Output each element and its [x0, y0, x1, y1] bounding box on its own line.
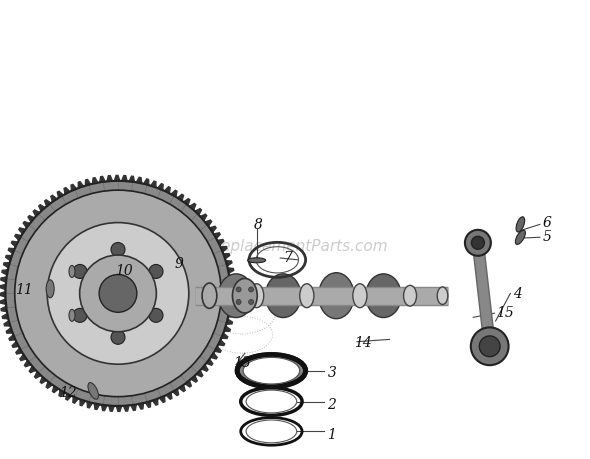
Ellipse shape — [300, 284, 314, 308]
Text: 11: 11 — [15, 282, 32, 296]
Circle shape — [47, 223, 189, 364]
Text: 13: 13 — [233, 356, 251, 369]
Ellipse shape — [69, 310, 75, 322]
Text: 3: 3 — [327, 365, 336, 379]
Ellipse shape — [516, 217, 525, 233]
Ellipse shape — [218, 274, 254, 318]
Circle shape — [100, 275, 106, 282]
Circle shape — [471, 328, 509, 365]
Text: 12: 12 — [59, 386, 77, 399]
Ellipse shape — [243, 358, 300, 384]
Circle shape — [248, 287, 254, 292]
Circle shape — [80, 256, 156, 332]
Ellipse shape — [266, 274, 301, 318]
Ellipse shape — [353, 284, 367, 308]
Wedge shape — [5, 181, 231, 406]
Text: 7: 7 — [283, 250, 292, 264]
Circle shape — [479, 336, 500, 357]
Ellipse shape — [46, 280, 54, 298]
Text: 15: 15 — [496, 305, 513, 319]
Text: 5: 5 — [543, 230, 552, 243]
Ellipse shape — [237, 355, 306, 387]
Text: 6: 6 — [543, 216, 552, 230]
Text: eReplacementParts.com: eReplacementParts.com — [202, 238, 388, 253]
Text: 10: 10 — [115, 264, 133, 278]
Ellipse shape — [248, 258, 266, 263]
Circle shape — [236, 300, 241, 305]
Circle shape — [99, 275, 137, 313]
Ellipse shape — [203, 285, 216, 307]
Ellipse shape — [515, 230, 526, 245]
Text: 8: 8 — [254, 218, 263, 232]
Circle shape — [73, 265, 87, 279]
Circle shape — [248, 300, 254, 305]
Circle shape — [100, 305, 106, 312]
Ellipse shape — [88, 383, 99, 399]
Circle shape — [130, 275, 136, 282]
Ellipse shape — [366, 274, 401, 318]
Text: 2: 2 — [327, 397, 336, 411]
Circle shape — [149, 265, 163, 279]
Circle shape — [111, 243, 125, 257]
Circle shape — [111, 330, 125, 345]
Circle shape — [471, 237, 484, 250]
Ellipse shape — [437, 287, 448, 305]
Polygon shape — [0, 176, 236, 412]
Text: 9: 9 — [174, 257, 183, 271]
Text: 4: 4 — [513, 287, 522, 301]
Circle shape — [73, 308, 87, 323]
Ellipse shape — [319, 273, 354, 319]
Ellipse shape — [69, 266, 75, 278]
Circle shape — [465, 230, 491, 256]
Ellipse shape — [404, 285, 417, 307]
Circle shape — [236, 287, 241, 292]
Ellipse shape — [202, 283, 217, 309]
Text: 14: 14 — [354, 335, 372, 349]
Ellipse shape — [232, 279, 257, 313]
Circle shape — [149, 308, 163, 323]
Circle shape — [5, 181, 231, 406]
Text: 1: 1 — [327, 427, 336, 441]
Circle shape — [130, 305, 136, 312]
Ellipse shape — [250, 284, 264, 308]
